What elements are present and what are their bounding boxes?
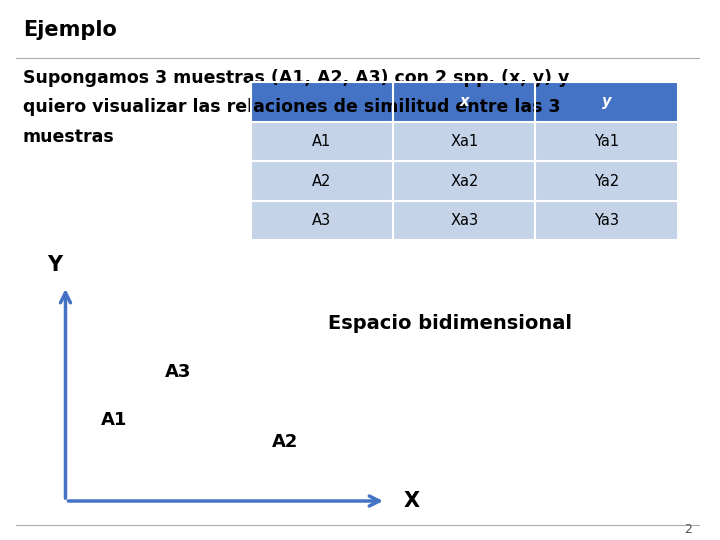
Text: Y: Y xyxy=(48,255,63,275)
Text: y: y xyxy=(602,94,611,109)
Text: A1: A1 xyxy=(312,134,331,149)
Text: Xa1: Xa1 xyxy=(450,134,478,149)
Text: A3: A3 xyxy=(312,213,331,228)
FancyBboxPatch shape xyxy=(393,82,536,122)
FancyBboxPatch shape xyxy=(251,82,393,122)
FancyBboxPatch shape xyxy=(251,201,393,240)
Text: Xa2: Xa2 xyxy=(450,173,479,188)
Text: A2: A2 xyxy=(312,173,331,188)
FancyBboxPatch shape xyxy=(251,161,393,201)
FancyBboxPatch shape xyxy=(536,122,678,161)
Text: Ejemplo: Ejemplo xyxy=(23,20,117,40)
FancyBboxPatch shape xyxy=(393,201,536,240)
Text: 2: 2 xyxy=(684,523,692,536)
FancyBboxPatch shape xyxy=(536,82,678,122)
Text: A2: A2 xyxy=(272,433,298,451)
Text: quiero visualizar las relaciones de similitud entre las 3: quiero visualizar las relaciones de simi… xyxy=(23,98,560,116)
FancyBboxPatch shape xyxy=(536,201,678,240)
Text: Supongamos 3 muestras (A1, A2, A3) con 2 spp. (x, y) y: Supongamos 3 muestras (A1, A2, A3) con 2… xyxy=(23,69,569,86)
Text: Ya1: Ya1 xyxy=(594,134,619,149)
FancyBboxPatch shape xyxy=(536,161,678,201)
FancyBboxPatch shape xyxy=(393,161,536,201)
Text: Xa3: Xa3 xyxy=(450,213,478,228)
Text: X: X xyxy=(404,491,420,511)
Text: A3: A3 xyxy=(165,363,192,381)
Text: Ya2: Ya2 xyxy=(594,173,619,188)
Text: x: x xyxy=(459,94,469,109)
Text: A1: A1 xyxy=(101,411,127,429)
Text: Ya3: Ya3 xyxy=(594,213,619,228)
FancyBboxPatch shape xyxy=(393,122,536,161)
FancyBboxPatch shape xyxy=(251,122,393,161)
Text: muestras: muestras xyxy=(23,127,114,146)
Text: Espacio bidimensional: Espacio bidimensional xyxy=(328,314,572,333)
